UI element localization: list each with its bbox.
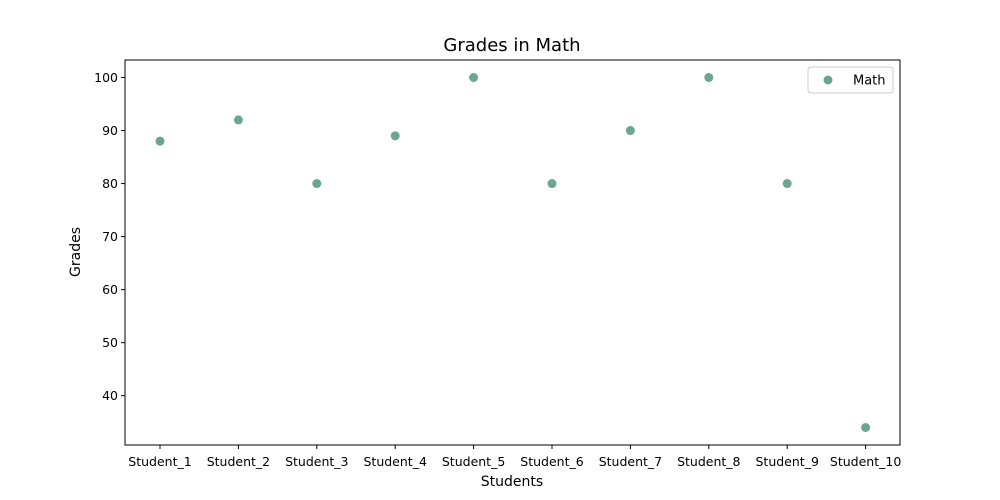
data-point: [233, 115, 243, 125]
plot-frame: [124, 59, 901, 446]
x-axis: Student_1 Student_2 Student_3 Student_4 Stud…: [128, 445, 901, 469]
data-point: [312, 179, 322, 189]
x-tick-label: Student_5: [442, 454, 505, 469]
legend-marker-math: [823, 75, 833, 85]
y-axis-label: Grades: [68, 227, 84, 277]
chart-title: Grades in Math: [443, 35, 580, 56]
y-tick-label: 70: [102, 229, 118, 244]
data-point: [390, 131, 400, 141]
x-tick-label: Student_7: [599, 454, 662, 469]
data-point: [861, 423, 871, 432]
data-point: [469, 73, 479, 82]
legend-box: [807, 66, 894, 94]
data-point: [155, 136, 165, 146]
y-tick-label: 100: [94, 70, 118, 85]
x-axis-label: Students: [481, 474, 543, 490]
y-tick-label: 60: [102, 282, 118, 297]
data-point: [547, 179, 557, 189]
y-tick-label: 90: [102, 123, 118, 138]
legend: Math: [807, 66, 894, 94]
data-point: [704, 73, 714, 82]
x-tick-label: Student_4: [363, 454, 426, 469]
data-point: [625, 126, 635, 136]
x-tick-label: Student_6: [520, 454, 583, 469]
x-tick-label: Student_10: [830, 454, 901, 469]
x-tick-label: Student_8: [677, 454, 740, 469]
x-tick-label: Student_1: [128, 454, 191, 469]
y-tick-label: 50: [102, 335, 118, 350]
x-tick-label: Student_9: [755, 454, 818, 469]
y-tick-label: 80: [102, 176, 118, 191]
x-tick-label: Student_3: [285, 454, 348, 469]
y-axis: 40 50 60 70 80 90 100: [94, 70, 125, 403]
y-tick-label: 40: [102, 388, 118, 403]
x-tick-label: Student_2: [207, 454, 270, 469]
legend-label-math: Math: [853, 74, 886, 89]
data-points: [155, 73, 871, 432]
data-point: [782, 179, 792, 189]
